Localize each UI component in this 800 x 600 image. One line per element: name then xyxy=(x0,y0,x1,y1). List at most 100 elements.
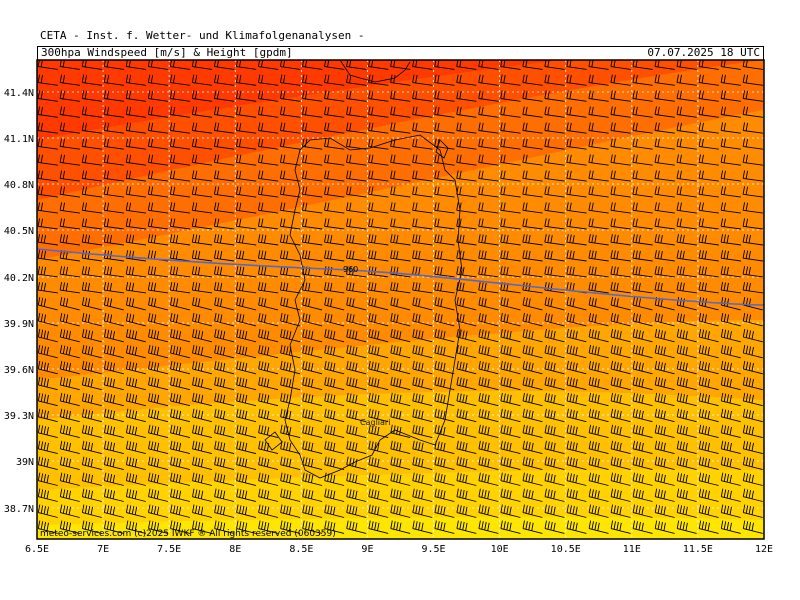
wind-barb xyxy=(698,266,719,278)
wind-barb xyxy=(632,488,653,502)
wind-barb xyxy=(632,138,653,150)
wind-barb xyxy=(169,250,191,262)
wind-barb xyxy=(500,312,521,327)
wind-barb xyxy=(522,504,543,518)
wind-barb xyxy=(59,106,80,118)
wind-barb xyxy=(676,488,697,502)
wind-barb xyxy=(169,122,191,134)
wind-barb xyxy=(742,456,763,471)
wind-barb xyxy=(103,218,125,230)
wind-barb xyxy=(632,90,653,102)
wind-barb xyxy=(103,344,124,359)
wind-barb xyxy=(654,90,675,102)
wind-barb xyxy=(500,154,521,166)
wind-barb xyxy=(544,376,565,391)
wind-barb xyxy=(346,408,367,423)
wind-barb xyxy=(125,408,146,423)
wind-barb xyxy=(169,218,191,230)
wind-barb xyxy=(103,250,125,262)
wind-barb xyxy=(169,90,191,102)
wind-barb xyxy=(478,312,499,327)
wind-barb xyxy=(59,328,80,343)
wind-barb xyxy=(390,122,411,134)
wind-barb xyxy=(390,520,411,534)
wind-barb xyxy=(500,170,521,182)
wind-barb xyxy=(192,488,213,502)
wind-barb xyxy=(632,424,653,439)
wind-barb xyxy=(500,297,521,311)
wind-barb xyxy=(500,282,521,294)
wind-barb xyxy=(191,74,213,86)
wind-barb xyxy=(125,456,146,471)
wind-barb xyxy=(544,202,565,214)
wind-barb xyxy=(566,344,587,359)
wind-barb xyxy=(346,440,367,455)
wind-barb xyxy=(720,312,741,327)
wind-barb xyxy=(544,520,565,534)
lat-label: 41.4N xyxy=(4,88,34,99)
wind-barb xyxy=(566,234,587,246)
wind-barb xyxy=(720,297,741,311)
wind-barb xyxy=(169,154,191,166)
wind-barb xyxy=(302,154,323,166)
wind-barb xyxy=(500,360,521,375)
wind-barb xyxy=(81,122,103,134)
wind-barb xyxy=(125,202,147,214)
wind-barb xyxy=(148,328,169,343)
wind-barb xyxy=(59,266,80,278)
wind-barb xyxy=(368,312,389,327)
wind-barb xyxy=(632,520,653,534)
wind-barb xyxy=(214,297,235,311)
wind-barb xyxy=(214,344,235,359)
wind-barb xyxy=(192,520,213,534)
wind-barb xyxy=(456,472,477,486)
wind-barb xyxy=(720,202,741,214)
wind-barb xyxy=(522,266,543,278)
wind-barb xyxy=(147,106,169,118)
lat-label: 39.6N xyxy=(4,365,34,376)
wind-barb xyxy=(478,328,499,343)
wind-barb xyxy=(147,234,169,246)
wind-barb xyxy=(302,408,323,423)
wind-barb xyxy=(632,408,653,423)
wind-barb xyxy=(279,202,301,214)
wind-barb xyxy=(610,90,631,102)
wind-barb xyxy=(257,250,279,262)
wind-barb xyxy=(324,488,345,502)
wind-barb xyxy=(279,122,301,134)
wind-barb xyxy=(632,266,653,278)
wind-barb xyxy=(346,138,367,150)
wind-barb xyxy=(170,297,191,311)
speed-band-red xyxy=(37,60,560,140)
wind-barb xyxy=(191,122,213,134)
wind-barb xyxy=(522,297,543,311)
wind-barb xyxy=(279,282,301,294)
wind-barb xyxy=(478,106,499,118)
wind-barb xyxy=(302,106,323,118)
wind-barb xyxy=(522,154,543,166)
wind-barb xyxy=(698,250,719,262)
wind-barb xyxy=(235,74,257,86)
wind-barb xyxy=(59,138,80,150)
wind-barb xyxy=(456,202,477,214)
wind-barb xyxy=(610,170,631,182)
wind-barb xyxy=(390,218,411,230)
wind-barb xyxy=(566,170,587,182)
wind-barb xyxy=(588,520,609,534)
wind-barb xyxy=(324,440,345,455)
wind-barb xyxy=(610,312,631,327)
wind-barb xyxy=(390,282,411,294)
wind-barb xyxy=(478,440,499,455)
wind-barb xyxy=(125,297,146,311)
wind-barb xyxy=(434,424,455,439)
lon-label: 10E xyxy=(491,544,509,555)
wind-barb xyxy=(632,106,653,118)
wind-barb xyxy=(456,282,477,294)
wind-barb xyxy=(191,202,213,214)
wind-barb xyxy=(214,440,235,455)
wind-barbs xyxy=(37,60,763,534)
wind-barb xyxy=(213,234,235,246)
wind-barb xyxy=(742,472,763,486)
wind-barb xyxy=(59,202,80,214)
wind-barb xyxy=(742,186,763,198)
